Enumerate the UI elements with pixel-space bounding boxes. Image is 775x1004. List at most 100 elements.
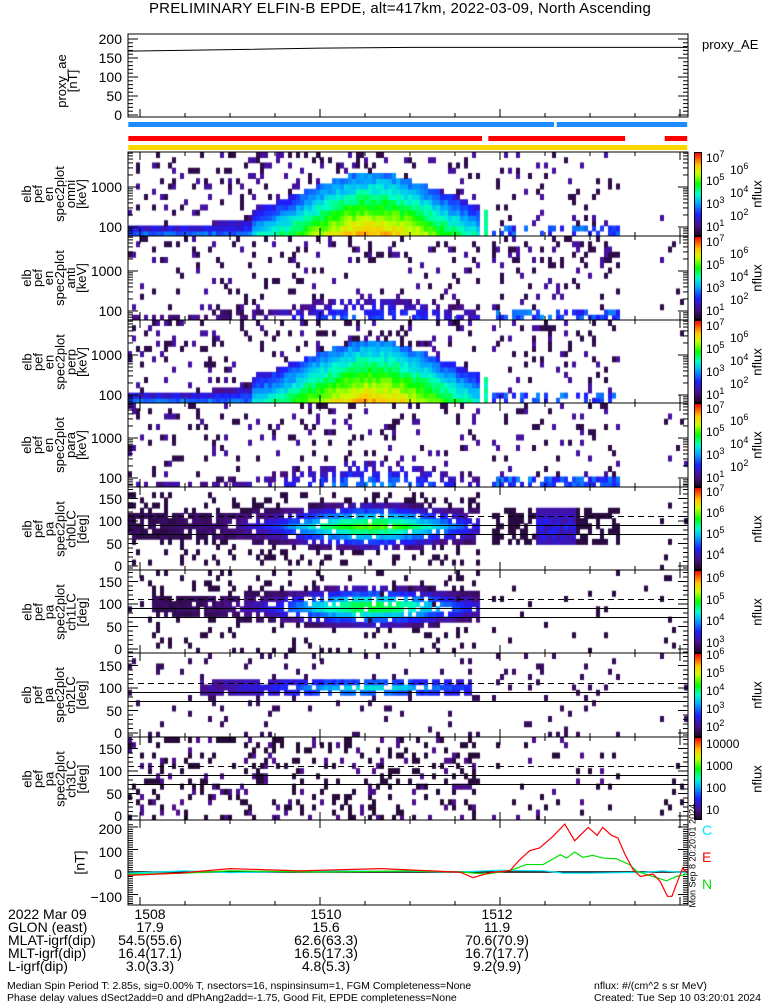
- tick-exponent: 6: [743, 244, 749, 255]
- tick-base: 10: [706, 402, 720, 416]
- panel-frame: [127, 151, 689, 237]
- ytick-label: 150: [98, 740, 122, 757]
- legend-c: C: [702, 822, 713, 838]
- panel-frame: [127, 569, 689, 654]
- colorbar-tick-label: 101: [706, 470, 724, 485]
- ytick-label: 1000: [90, 179, 122, 195]
- ytick-label: 50: [106, 88, 122, 104]
- ytick-label: 1000: [90, 430, 122, 446]
- tick-base: 10: [706, 571, 720, 585]
- ephemeris-value: 16.5(17.3): [294, 945, 358, 961]
- tick-base: 10: [706, 527, 720, 541]
- tick-base: 10: [706, 235, 720, 249]
- tick-exponent: 4: [743, 267, 749, 278]
- spectrogram-ch0: [128, 487, 688, 570]
- colorbar-tick-label: 10000: [706, 738, 739, 750]
- tick-base: 10: [706, 614, 720, 628]
- ytick-label: 200: [98, 821, 122, 837]
- colorbar-para: [694, 403, 702, 487]
- ytick-label: 50: [106, 535, 122, 552]
- panel-frame: [127, 652, 689, 738]
- colorbar-tick-label: 101: [706, 218, 725, 234]
- tick-base: 10: [706, 281, 720, 295]
- spectrogram-omni: [128, 152, 688, 236]
- colorbar-anti: [694, 236, 702, 320]
- ytick-label: −100: [90, 888, 122, 905]
- colorbar-tick-label: 105: [706, 257, 724, 272]
- ephemeris-value: 1508: [134, 906, 166, 922]
- ytick-label: 0: [114, 725, 122, 741]
- colorbar-tick-label: 102: [730, 207, 748, 222]
- colorbar-tick-label: 104: [706, 613, 724, 628]
- tick-base: 10: [730, 376, 744, 391]
- ytick-label: 0: [114, 641, 122, 657]
- tick-base: 10: [706, 666, 720, 680]
- tick-base: 10: [706, 197, 720, 211]
- colorbar-tick-label: 105: [706, 173, 724, 188]
- tick-base: 10: [706, 648, 720, 662]
- tick-base: 10: [706, 174, 720, 188]
- panel-frame: [127, 486, 689, 571]
- tick-exponent: 2: [743, 290, 749, 301]
- proxy-ae-line: [128, 46, 688, 52]
- colorbar-tick-label: 103: [706, 634, 724, 649]
- spectrogram-anti: [128, 236, 688, 320]
- tick-exponent: 4: [743, 351, 749, 362]
- colorbar-tick-label: 106: [730, 244, 749, 260]
- tick-base: 10: [706, 425, 720, 439]
- tick-exponent: 6: [743, 328, 749, 339]
- ephemeris-label: 2022 Mar 09: [8, 906, 87, 922]
- tick-exponent: 3: [719, 279, 725, 289]
- tick-base: 10: [706, 388, 720, 402]
- tick-base: 10: [706, 702, 720, 716]
- ytick-label: 100: [98, 843, 122, 860]
- tick-exponent: 4: [743, 434, 749, 445]
- tick-base: 10: [706, 720, 720, 734]
- ytick-label: 0: [114, 558, 122, 574]
- tick-base: 10000: [706, 737, 740, 751]
- tick-exponent: 7: [719, 400, 725, 410]
- colorbar-tick-label: 104: [730, 183, 749, 199]
- tick-base: 100: [706, 781, 727, 795]
- colorbar-tick-label: 105: [706, 341, 724, 356]
- colorbar-tick-label: 10: [706, 804, 719, 816]
- ytick-label: 50: [106, 785, 122, 802]
- tick-exponent: 7: [719, 233, 725, 243]
- colorbar-tick-label: 105: [706, 424, 724, 439]
- red-bar: [128, 136, 483, 141]
- tick-exponent: 2: [719, 718, 725, 728]
- ytick-label: 200: [98, 31, 122, 47]
- tick-base: 10: [706, 471, 720, 485]
- ephemeris-label: MLAT-igrf(dip): [8, 932, 96, 948]
- colorbar-tick-label: 107: [706, 484, 724, 499]
- tick-exponent: 4: [743, 183, 749, 194]
- colorbar-tick-label: 102: [706, 718, 725, 734]
- spectrogram-ch1: [128, 570, 688, 653]
- tick-base: 10: [706, 220, 720, 234]
- ytick-label: 150: [98, 490, 122, 507]
- ytick-label: 0: [114, 808, 122, 824]
- colorbar-perp: [694, 320, 702, 403]
- ephemeris-value: 16.7(17.7): [465, 945, 529, 961]
- tick-base: 10: [730, 459, 744, 474]
- tick-exponent: 7: [719, 317, 725, 327]
- mag-frame: [127, 819, 689, 906]
- tick-exponent: 6: [719, 569, 725, 579]
- colorbar-tick-label: 107: [706, 150, 724, 165]
- ephemeris-value: 17.9: [136, 919, 164, 935]
- tick-exponent: 3: [719, 700, 725, 710]
- ytick-label: 100: [98, 513, 122, 529]
- colorbar-tick-label: 105: [706, 590, 725, 606]
- mag-series-E: [128, 823, 688, 897]
- tick-exponent: 5: [719, 590, 725, 601]
- ephemeris-value: 4.8(5.3): [301, 958, 351, 974]
- tick-base: 10: [730, 292, 744, 307]
- yellow-bar: [128, 145, 688, 150]
- ytick-label: 100: [98, 387, 122, 403]
- tick-exponent: 1: [719, 218, 725, 228]
- spectrogram-para: [128, 403, 688, 487]
- colorbar-tick-label: 107: [706, 317, 725, 333]
- colorbar-tick-label: 106: [730, 412, 748, 427]
- spectrogram-ch2: [128, 653, 688, 737]
